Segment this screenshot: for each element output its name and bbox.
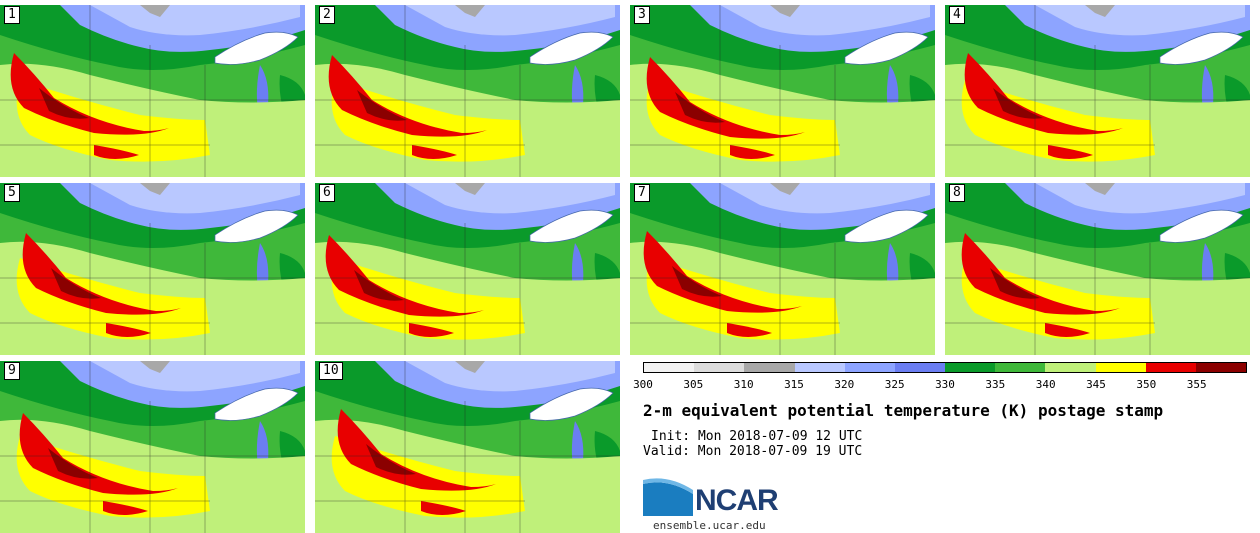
figure-title: 2-m equivalent potential temperature (K)… — [643, 401, 1164, 420]
stamp-panel-9: 9 — [0, 361, 305, 533]
stamp-panel-6: 6 — [315, 183, 620, 355]
colorbar-ticks: 300 305 310 315 320 325 330 335 340 345 350 355 — [633, 378, 1247, 392]
stamp-panel-3: 3 — [630, 5, 935, 177]
ncar-logo-icon — [643, 478, 693, 516]
stamp-panel-4: 4 — [945, 5, 1250, 177]
panel-number-3: 3 — [634, 6, 650, 24]
colorbar-segment — [1095, 363, 1146, 372]
colorbar-segment — [945, 363, 996, 372]
map-5 — [0, 183, 305, 355]
colorbar-tick-label: 300 — [633, 378, 653, 391]
colorbar-segment — [1195, 363, 1247, 372]
stamp-panel-2: 2 — [315, 5, 620, 177]
stamp-panel-5: 5 — [0, 183, 305, 355]
panel-number-10: 10 — [319, 362, 343, 380]
colorbar-segment — [694, 363, 745, 372]
logo-text: NCAR — [695, 484, 779, 517]
map-1 — [0, 5, 305, 177]
colorbar-tick-label: 340 — [1035, 378, 1056, 391]
colorbar-segment — [894, 363, 946, 372]
stamp-panel-7: 7 — [630, 183, 935, 355]
map-7 — [630, 183, 935, 355]
init-time: Init: Mon 2018-07-09 12 UTC — [651, 429, 863, 444]
colorbar-tick-label: 335 — [985, 378, 1006, 391]
colorbar-tick-label: 345 — [1086, 378, 1106, 391]
valid-time: Valid: Mon 2018-07-09 19 UTC — [643, 444, 863, 459]
colorbar-tick-label: 355 — [1186, 378, 1207, 391]
map-10 — [315, 361, 620, 533]
panel-number-4: 4 — [949, 6, 965, 24]
colorbar-tick-label: 310 — [733, 378, 754, 391]
colorbar-segment — [744, 363, 795, 372]
map-9 — [0, 361, 305, 533]
panel-number-5: 5 — [4, 184, 20, 202]
colorbar-segment — [794, 363, 845, 372]
colorbar-segment — [844, 363, 895, 372]
colorbar-segment — [644, 363, 695, 372]
stamp-panel-10: 10 — [315, 361, 620, 533]
stamp-panel-1: 1 — [0, 5, 305, 177]
panel-number-6: 6 — [319, 184, 335, 202]
colorbar-tick-label: 325 — [884, 378, 905, 391]
colorbar — [643, 362, 1247, 373]
colorbar-segment — [1145, 363, 1196, 372]
logo-url: ensemble.ucar.edu — [653, 519, 766, 532]
colorbar-tick-label: 330 — [935, 378, 955, 391]
colorbar-tick-label: 305 — [683, 378, 704, 391]
panel-number-2: 2 — [319, 6, 335, 24]
map-2 — [315, 5, 620, 177]
map-3 — [630, 5, 935, 177]
colorbar-tick-label: 315 — [784, 378, 804, 391]
panel-number-1: 1 — [4, 6, 20, 24]
colorbar-tick-label: 320 — [834, 378, 855, 391]
panel-number-8: 8 — [949, 184, 965, 202]
stamp-panel-8: 8 — [945, 183, 1250, 355]
map-4 — [945, 5, 1250, 177]
colorbar-segment — [995, 363, 1046, 372]
panel-number-9: 9 — [4, 362, 20, 380]
map-6 — [315, 183, 620, 355]
panel-number-7: 7 — [634, 184, 650, 202]
colorbar-segment — [1045, 363, 1096, 372]
map-8 — [945, 183, 1250, 355]
colorbar-tick-label: 350 — [1136, 378, 1157, 391]
